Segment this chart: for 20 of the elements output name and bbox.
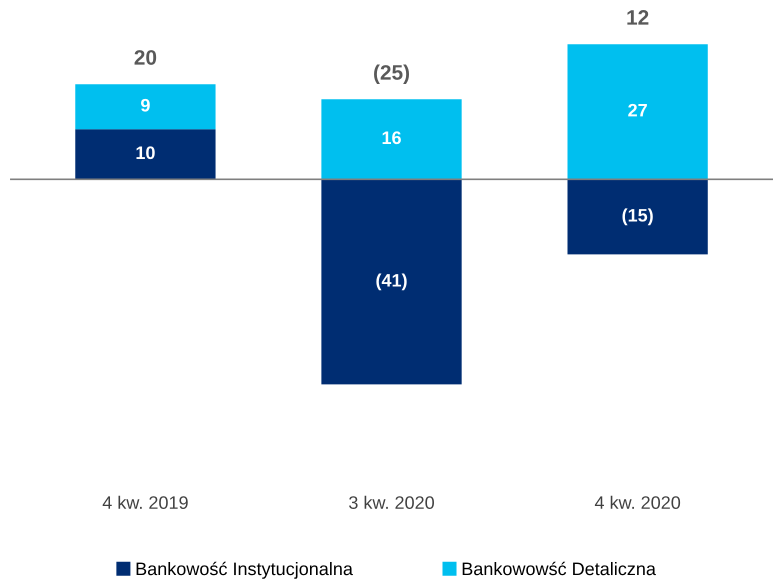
bar <box>321 99 462 180</box>
total-label: (25) <box>374 64 410 84</box>
data-label: (15) <box>622 208 653 226</box>
data-label: 10 <box>136 146 155 160</box>
x-tick-label: 4 kw. 2019 <box>102 496 188 509</box>
data-label: (41) <box>376 273 407 290</box>
total-label: 12 <box>627 10 648 25</box>
bar <box>567 44 708 180</box>
data-label: 16 <box>382 131 401 144</box>
total-label: 20 <box>134 50 156 65</box>
bar <box>75 84 216 130</box>
bar <box>321 179 462 384</box>
bar <box>75 129 216 180</box>
x-tick-label: 4 kw. 2020 <box>594 496 680 509</box>
data-label: 27 <box>628 104 647 116</box>
bar <box>567 179 708 254</box>
legend-label: Bankowowść Detaliczna <box>462 562 656 576</box>
legend-label: Bankowość Instytucjonalna <box>136 562 353 579</box>
data-label: 9 <box>141 98 150 112</box>
x-tick-label: 3 kw. 2020 <box>349 496 434 509</box>
